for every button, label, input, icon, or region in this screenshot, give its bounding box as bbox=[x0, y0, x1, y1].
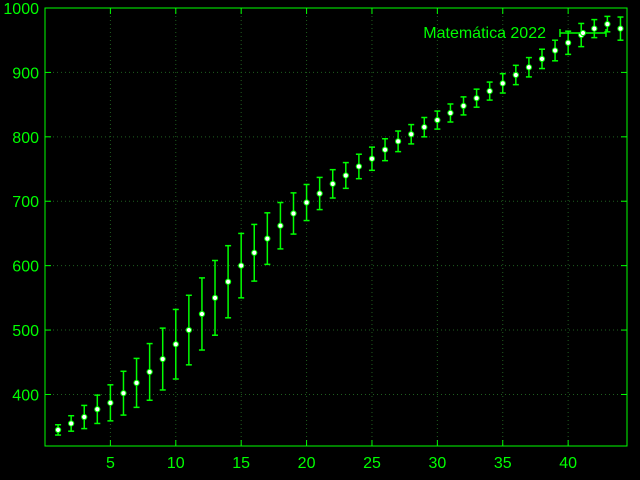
data-point bbox=[355, 163, 362, 170]
data-point bbox=[303, 199, 310, 206]
y-tick-label: 800 bbox=[12, 130, 39, 147]
data-point bbox=[238, 262, 245, 269]
data-point bbox=[146, 368, 153, 376]
data-point bbox=[486, 87, 493, 95]
x-tick-label: 10 bbox=[167, 455, 185, 472]
grid bbox=[45, 7, 627, 446]
data-point bbox=[81, 413, 88, 421]
x-tick-label: 15 bbox=[232, 455, 250, 472]
legend-sample-marker bbox=[559, 29, 607, 37]
y-tick-label: 400 bbox=[12, 387, 39, 404]
data-point bbox=[172, 341, 179, 348]
data-point bbox=[604, 21, 611, 28]
x-tick-label: 35 bbox=[494, 455, 512, 472]
data-point bbox=[120, 390, 127, 397]
y-tick-label: 700 bbox=[12, 194, 39, 211]
data-point bbox=[565, 39, 572, 46]
data-point bbox=[107, 399, 114, 406]
data-point bbox=[277, 222, 284, 229]
data-point bbox=[381, 146, 389, 153]
data-point bbox=[395, 138, 402, 145]
data-point bbox=[68, 420, 75, 427]
legend-point bbox=[579, 29, 587, 37]
y-tick-label: 600 bbox=[12, 259, 39, 276]
data-point bbox=[421, 124, 428, 131]
legend: Matemática 2022 bbox=[423, 25, 607, 42]
data-point bbox=[225, 278, 232, 285]
y-tick-label: 900 bbox=[12, 65, 39, 82]
data-point bbox=[329, 180, 336, 187]
x-tick-label: 20 bbox=[298, 455, 316, 472]
x-tick-label: 25 bbox=[363, 455, 381, 472]
data-point bbox=[525, 64, 533, 71]
data-point bbox=[408, 131, 415, 138]
data-point bbox=[551, 47, 559, 54]
y-tick-label: 500 bbox=[12, 323, 39, 340]
data-point bbox=[368, 155, 376, 162]
data-point bbox=[133, 379, 140, 386]
x-tick-label: 40 bbox=[559, 455, 577, 472]
data-point bbox=[159, 355, 166, 363]
y-tick-label: 1000 bbox=[3, 1, 39, 18]
x-tick-label: 5 bbox=[106, 455, 115, 472]
data-point bbox=[473, 95, 480, 102]
x-tick-label: 30 bbox=[428, 455, 446, 472]
data-point bbox=[54, 426, 62, 433]
data-point bbox=[617, 25, 624, 32]
data-point bbox=[460, 102, 467, 110]
data-point bbox=[264, 235, 271, 242]
series-errorbars bbox=[54, 15, 624, 436]
data-point bbox=[512, 71, 519, 79]
tick-marks bbox=[45, 7, 627, 446]
data-point bbox=[342, 172, 349, 179]
data-point bbox=[290, 210, 297, 217]
plot-frame bbox=[44, 7, 628, 447]
data-point bbox=[434, 116, 441, 124]
data-point bbox=[211, 294, 219, 301]
data-point bbox=[316, 190, 323, 197]
data-point bbox=[198, 310, 206, 318]
data-point bbox=[447, 109, 454, 117]
data-point bbox=[185, 326, 192, 334]
data-point bbox=[591, 25, 598, 32]
legend-label: Matemática 2022 bbox=[423, 25, 546, 42]
data-point bbox=[538, 55, 546, 62]
data-point bbox=[499, 80, 506, 87]
data-point bbox=[94, 406, 101, 413]
data-point bbox=[251, 249, 258, 256]
